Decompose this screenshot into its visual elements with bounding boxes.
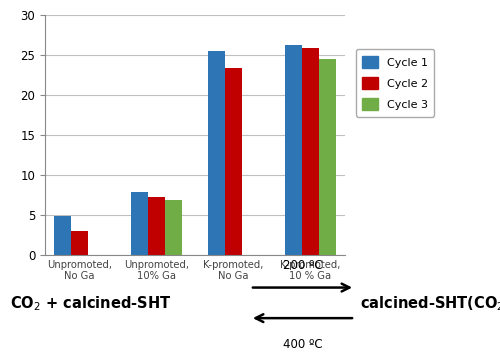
Legend: Cycle 1, Cycle 2, Cycle 3: Cycle 1, Cycle 2, Cycle 3 (356, 49, 434, 117)
Text: 400 ºC: 400 ºC (282, 338, 323, 351)
Bar (319, 59, 336, 255)
Bar (165, 200, 182, 255)
Text: calcined-SHT(CO$_2$): calcined-SHT(CO$_2$) (360, 294, 500, 313)
Bar (225, 68, 242, 255)
Text: CO$_2$ + calcined-SHT: CO$_2$ + calcined-SHT (10, 294, 172, 313)
Bar (54, 216, 71, 255)
Bar (71, 231, 88, 255)
Bar (302, 48, 319, 255)
Text: 200 ºC: 200 ºC (282, 259, 323, 272)
Bar (285, 45, 302, 255)
Bar (131, 192, 148, 255)
Bar (148, 197, 165, 255)
Bar (208, 51, 225, 255)
